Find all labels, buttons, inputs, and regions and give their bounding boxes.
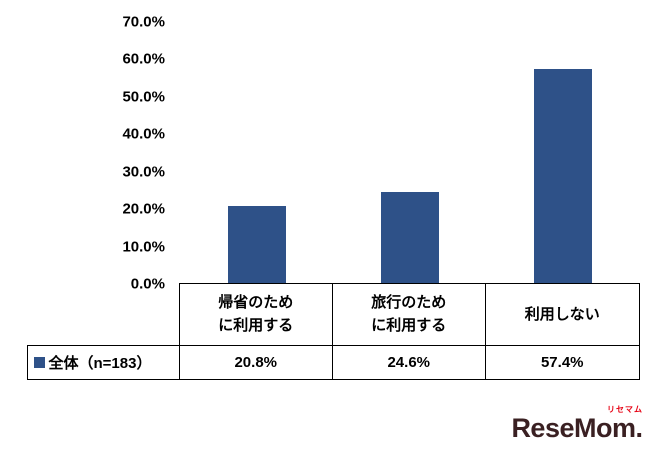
category-label-ryokou: 旅行のため に利用する [331,282,486,346]
legend-label: 全体（n=183） [48,354,152,372]
y-tick-label: 70.0% [122,13,165,31]
y-tick-label: 50.0% [122,88,165,106]
bar-kisei [227,206,286,284]
value-cell-kisei: 20.8% [178,344,333,380]
y-tick-label: 40.0% [122,125,165,143]
category-label-kisei: 帰省のため に利用する [178,282,333,346]
table-spacer [28,284,180,346]
resemom-logo-ruby: リセマム [607,405,643,414]
value-cell-ryokou: 24.6% [331,344,486,380]
y-tick-label: 10.0% [122,238,165,256]
category-label-riyoushinai: 利用しない [484,282,640,346]
resemom-logo-dot: . [635,413,643,443]
y-tick-label: 60.0% [122,50,165,68]
plot-area [180,22,639,286]
y-tick-label: 30.0% [122,163,165,181]
y-tick-label: 20.0% [122,200,165,218]
y-axis: 70.0% 60.0% 50.0% 40.0% 30.0% 20.0% 10.0… [0,14,165,293]
resemom-logo-text: ReseMom [511,413,636,443]
data-table: 帰省のため に利用する 旅行のため に利用する 利用しない 全体（n=183） … [26,282,640,380]
legend-marker-icon [33,356,45,368]
value-cell-riyoushinai: 57.4% [484,344,640,380]
bar-riyoushinai [533,69,592,284]
y-tick-label: 0.0% [130,275,165,293]
legend-cell: 全体（n=183） [26,344,180,380]
bar-column [333,22,486,284]
bar-column [180,22,333,284]
resemom-logo: リセマム ReseMom. [511,406,643,442]
bar-ryokou [380,191,439,284]
bar-column [486,22,639,284]
